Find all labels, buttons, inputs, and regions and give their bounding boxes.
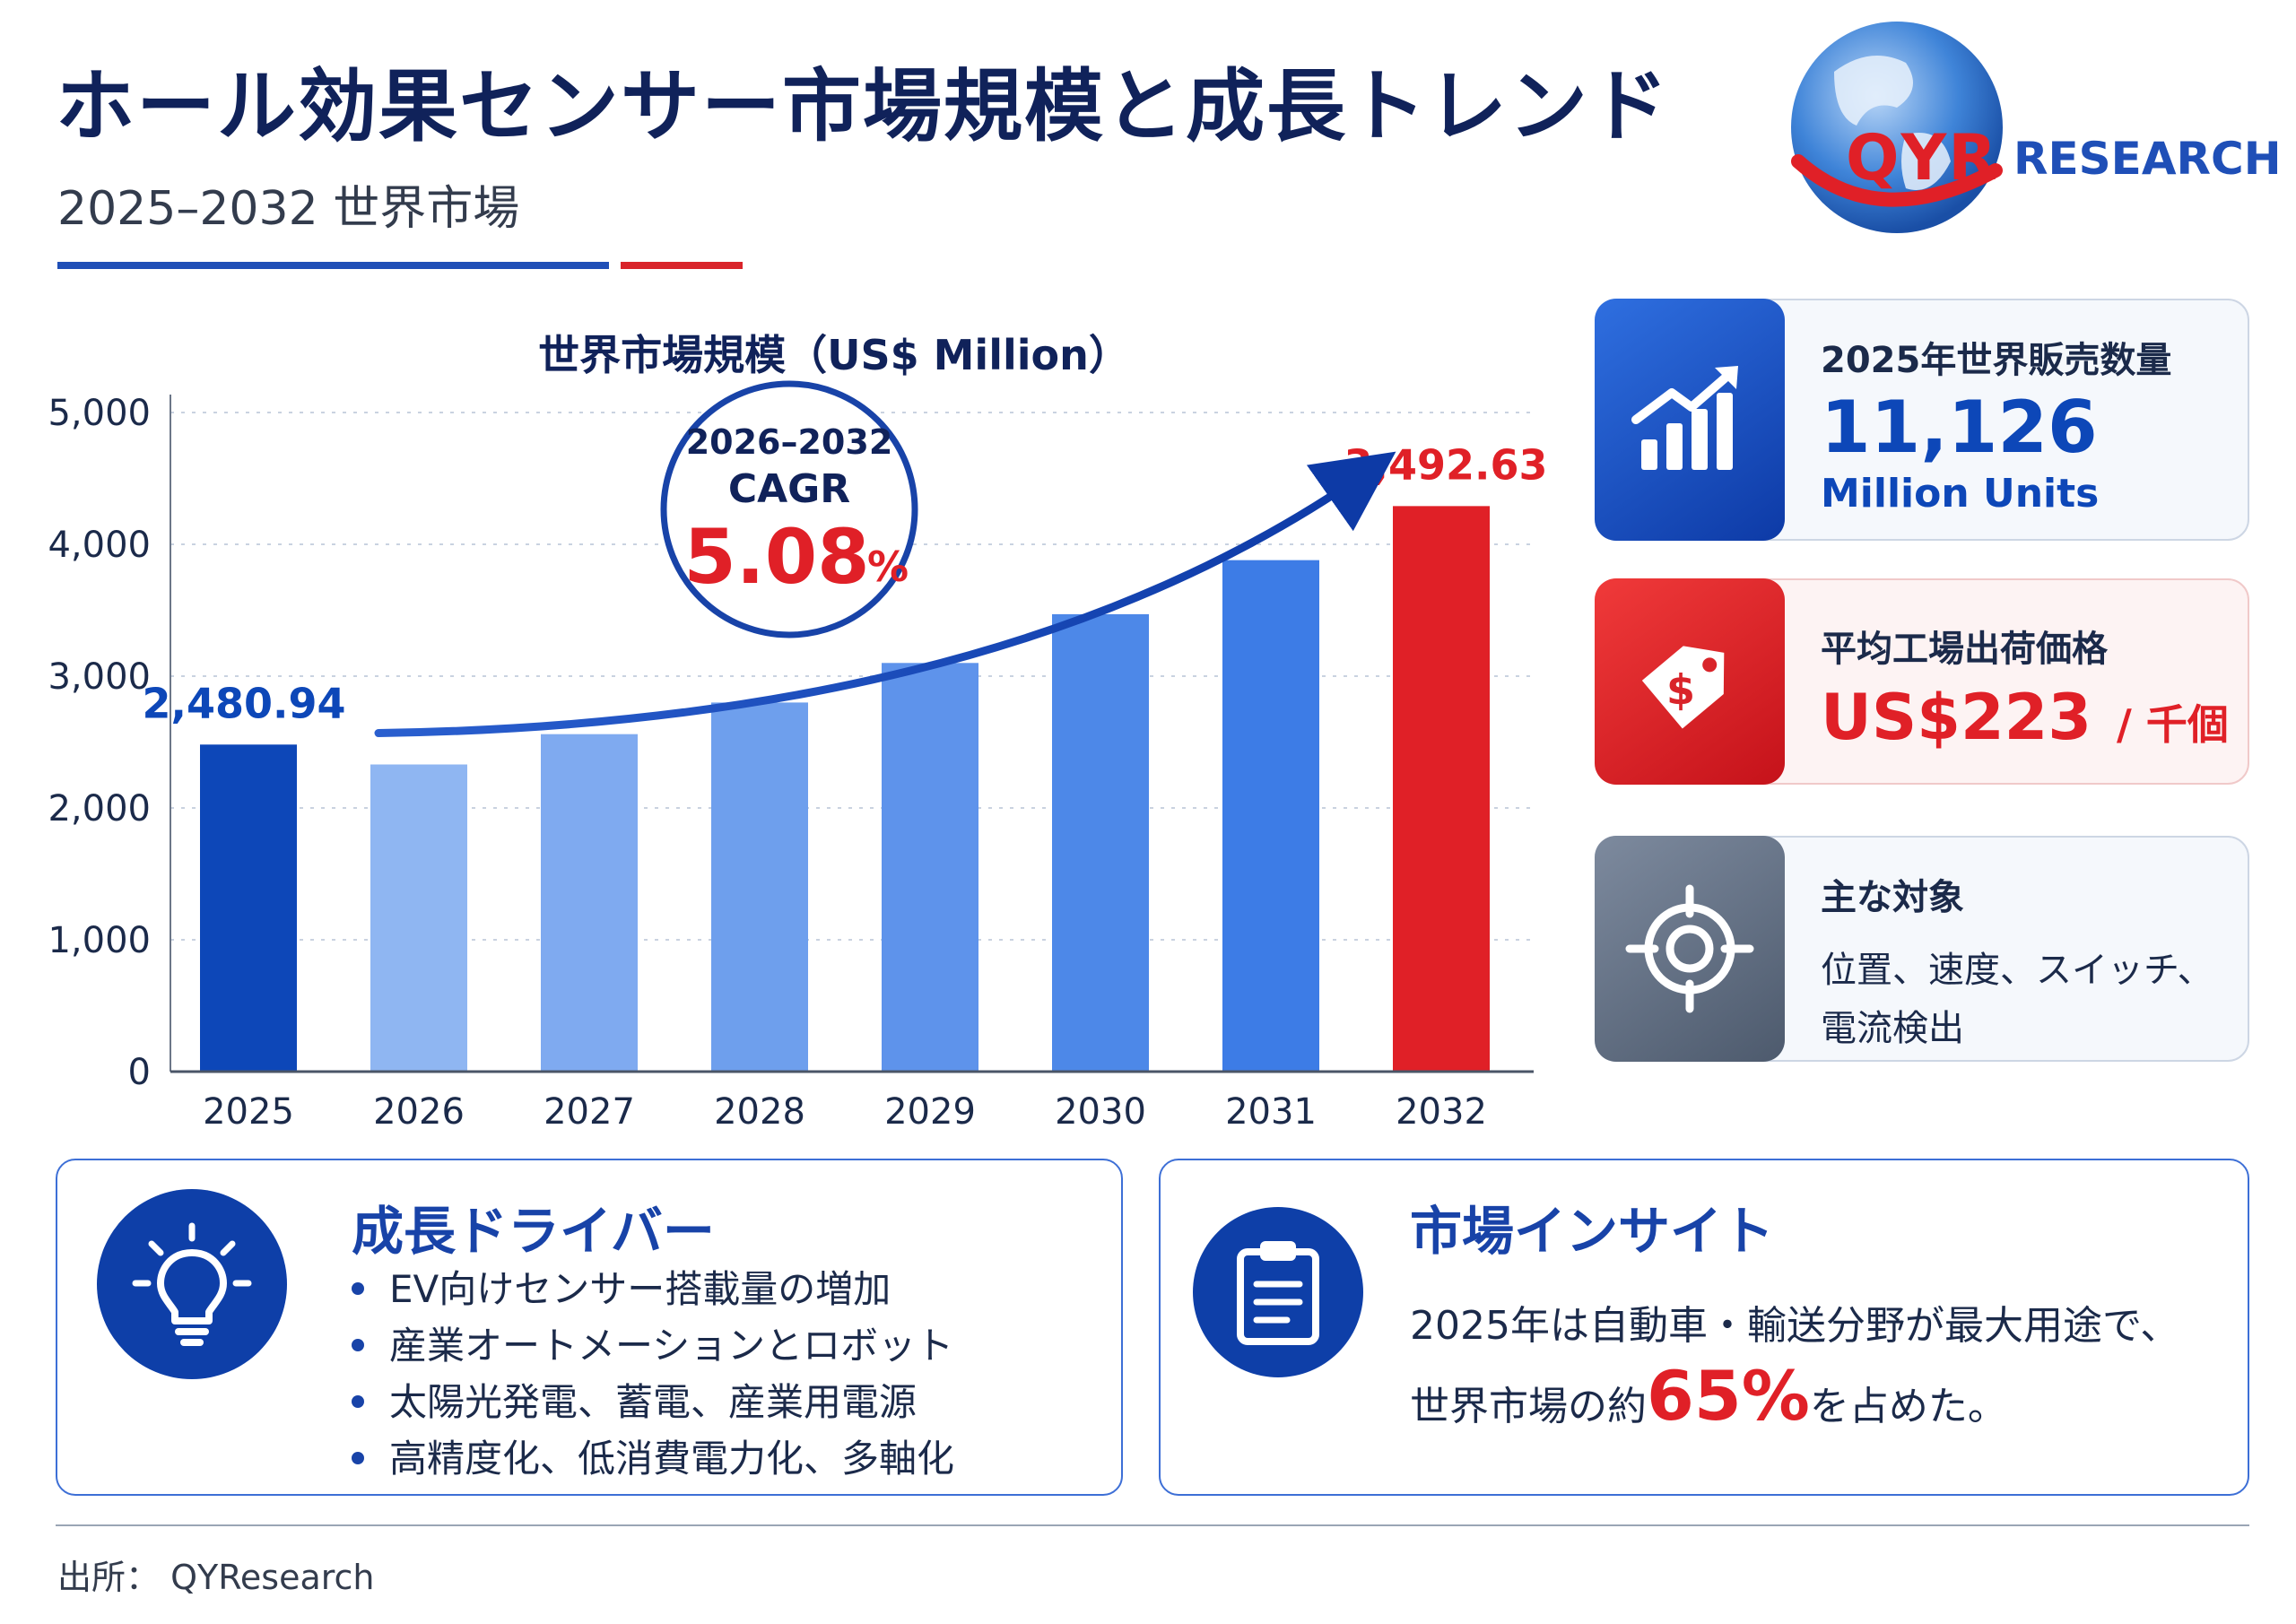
sales-volume-card: 2025年世界販売数量 11,126 Million Units (1595, 299, 2249, 541)
bar-chart: 0 1,000 2,000 3,000 4,000 5,000 2025 2026 2027 20… (48, 380, 1548, 1133)
cagr-value: 5.08 (683, 513, 869, 601)
drivers-list: EV向けセンサー搭載量の増加 産業オートメーションとロボット 太陽光発電、蓄電、… (352, 1261, 954, 1487)
lightbulb-icon (97, 1189, 287, 1379)
units-label: 2025年世界販売数量 (1821, 340, 2172, 381)
units-unit: Million Units (1821, 471, 2100, 517)
qyr-logo: QYR RESEARCH (1771, 9, 2282, 251)
bar (1393, 506, 1490, 1072)
page-subtitle: 2025–2032 世界市場 (57, 182, 520, 236)
target-line2: 電流検出 (1821, 1008, 1964, 1049)
bullet-icon (352, 1394, 364, 1408)
data-label-first: 2,480.94 (143, 679, 346, 727)
growth-chart-icon (1595, 299, 1785, 541)
x-tick-label: 2031 (1225, 1091, 1317, 1133)
title-underline-blue (57, 262, 609, 269)
globe-icon (1791, 22, 2003, 233)
x-tick-label: 2026 (373, 1091, 465, 1133)
y-tick-label: 1,000 (48, 920, 151, 961)
drivers-title: 成長ドライバー (352, 1201, 715, 1262)
driver-text: 産業オートメーションとロボット (389, 1324, 954, 1368)
list-item: 太陽光発電、蓄電、産業用電源 (352, 1374, 954, 1430)
target-label: 主な対象 (1821, 877, 1964, 918)
y-tick-label: 2,000 (48, 788, 151, 829)
cagr-badge (660, 380, 918, 638)
units-value: 11,126 (1821, 386, 2098, 469)
price-value: US$223 (1821, 681, 2092, 754)
bullet-icon (352, 1281, 364, 1295)
x-tick-label: 2028 (714, 1091, 805, 1133)
footer-divider (56, 1524, 2249, 1526)
price-value-row: US$223 / 千個 (1821, 681, 2229, 754)
driver-text: 太陽光発電、蓄電、産業用電源 (389, 1380, 918, 1424)
target-line1: 位置、速度、スイッチ、 (1821, 950, 2213, 991)
y-tick-label: 0 (128, 1052, 151, 1093)
title-underline-red (621, 262, 743, 269)
page-title: ホール効果センサー市場規模と成長トレンド (56, 60, 1671, 152)
price-tag-icon: $ (1595, 578, 1785, 785)
logo-brand: QYR (1846, 121, 1999, 195)
source-note: 出所： QYResearch (57, 1558, 375, 1597)
x-tick-label: 2027 (544, 1091, 635, 1133)
price-label: 平均工場出荷価格 (1821, 629, 2108, 670)
y-tick-label: 4,000 (48, 525, 151, 566)
bar (370, 764, 467, 1072)
insight-line2-pre: 世界市場の約 (1410, 1384, 1647, 1429)
y-tick-label: 3,000 (48, 656, 151, 698)
list-item: EV向けセンサー搭載量の増加 (352, 1261, 954, 1317)
list-item: 高精度化、低消費電力化、多軸化 (352, 1430, 954, 1487)
cagr-period: 2026–2032 (686, 422, 893, 462)
target-card: 主な対象 位置、速度、スイッチ、 電流検出 (1595, 836, 2249, 1062)
cagr-label: CAGR (728, 466, 850, 512)
clipboard-icon (1193, 1207, 1363, 1377)
svg-text:$: $ (1666, 665, 1695, 714)
bar (1222, 560, 1319, 1072)
bullet-icon (352, 1338, 364, 1351)
data-label-last: 3,492.63 (1344, 440, 1548, 489)
chart-title: 世界市場規模（US$ Million） (538, 331, 1130, 379)
growth-drivers-panel: 成長ドライバー EV向けセンサー搭載量の増加 産業オートメーションとロボット 太… (56, 1159, 1123, 1496)
list-item: 産業オートメーションとロボット (352, 1317, 954, 1374)
insight-line2-post: を占めた。 (1809, 1384, 2007, 1429)
price-unit: / 千個 (2117, 700, 2229, 749)
driver-text: EV向けセンサー搭載量の増加 (389, 1267, 891, 1311)
bar (711, 702, 808, 1072)
price-card: $ 平均工場出荷価格 US$223 / 千個 (1595, 578, 2249, 785)
bar (200, 744, 297, 1072)
bar (541, 734, 638, 1072)
insight-line2: 世界市場の約65%を占めた。 (1410, 1356, 2007, 1436)
x-tick-label: 2030 (1055, 1091, 1146, 1133)
insight-share-value: 65% (1647, 1356, 1810, 1436)
bar (882, 663, 978, 1072)
bullet-icon (352, 1451, 364, 1464)
target-icon (1595, 836, 1785, 1062)
market-insight-panel: 市場インサイト 2025年は自動車・輸送分野が最大用途で、 世界市場の約65%を… (1159, 1159, 2249, 1496)
x-tick-label: 2025 (203, 1091, 294, 1133)
cagr-unit: % (867, 543, 909, 591)
driver-text: 高精度化、低消費電力化、多軸化 (389, 1437, 955, 1481)
y-tick-label: 5,000 (48, 393, 151, 434)
bar (1052, 613, 1149, 1072)
insight-line1: 2025年は自動車・輸送分野が最大用途で、 (1410, 1303, 2180, 1349)
trend-arrow (374, 451, 1396, 737)
x-tick-label: 2032 (1396, 1091, 1487, 1133)
logo-sub: RESEARCH (2013, 133, 2282, 185)
insight-title: 市場インサイト (1410, 1201, 1775, 1262)
x-tick-label: 2029 (884, 1091, 976, 1133)
